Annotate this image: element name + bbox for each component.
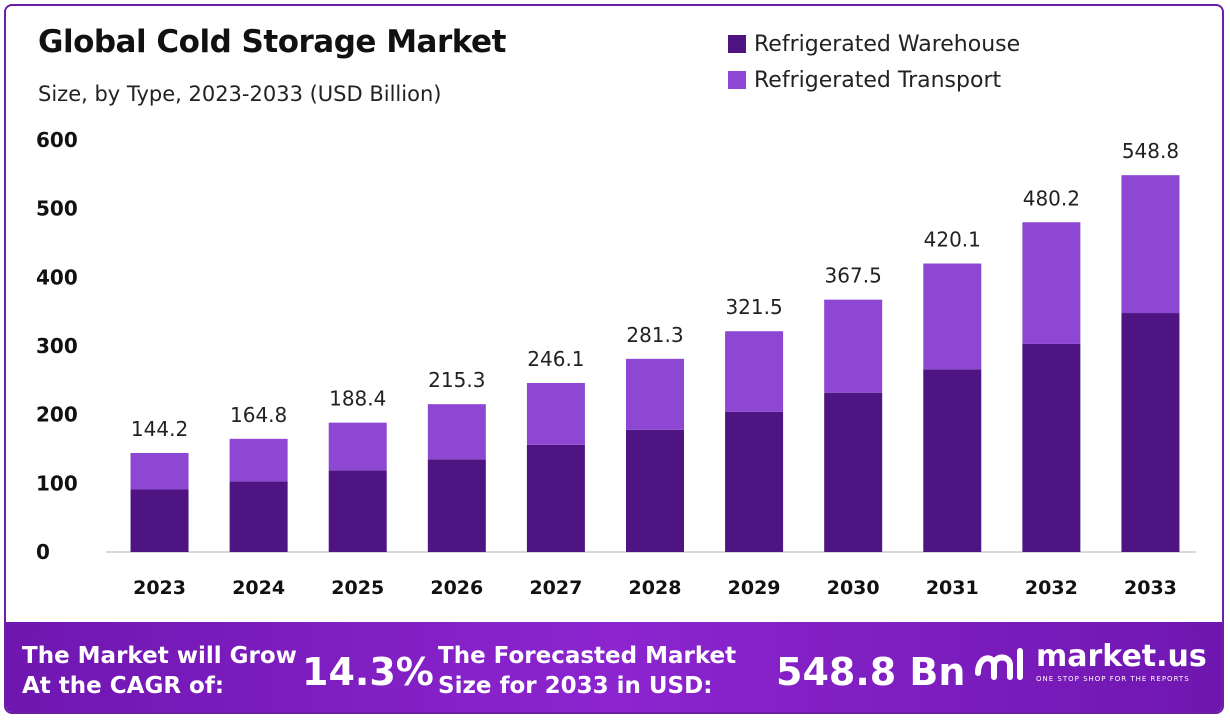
total-value-label: 321.5 bbox=[725, 295, 782, 319]
total-value-label: 188.4 bbox=[329, 387, 386, 411]
bar-transport bbox=[130, 452, 189, 490]
bar-transport bbox=[923, 263, 982, 370]
x-tick-label: 2028 bbox=[629, 577, 682, 599]
x-tick-label: 2024 bbox=[232, 577, 285, 599]
y-tick-label: 200 bbox=[36, 403, 78, 427]
bar-warehouse bbox=[328, 470, 387, 552]
bar-warehouse bbox=[923, 369, 982, 552]
market-us-logo-icon bbox=[975, 647, 1023, 680]
x-tick-label: 2027 bbox=[529, 577, 582, 599]
bar-warehouse bbox=[1121, 313, 1180, 552]
legend-item-warehouse: Refrigerated Warehouse bbox=[728, 26, 1020, 62]
x-tick-label: 2025 bbox=[331, 577, 384, 599]
total-value-label: 246.1 bbox=[527, 347, 584, 371]
bar-transport bbox=[626, 358, 684, 430]
legend-label-warehouse: Refrigerated Warehouse bbox=[754, 31, 1021, 57]
bar-warehouse bbox=[130, 489, 189, 552]
forecast-value: 548.8 Bn bbox=[776, 650, 966, 694]
bar-warehouse bbox=[626, 429, 684, 552]
bar-warehouse bbox=[526, 444, 585, 552]
total-value-label: 281.3 bbox=[626, 323, 683, 347]
forecast-label: The Forecasted Market Size for 2033 in U… bbox=[438, 641, 736, 701]
total-value-label: 215.3 bbox=[428, 368, 485, 392]
total-value-label: 548.8 bbox=[1122, 139, 1179, 163]
total-value-label: 164.8 bbox=[230, 403, 287, 427]
brand-tagline: ONE STOP SHOP FOR THE REPORTS bbox=[1036, 675, 1190, 683]
bar-transport bbox=[526, 383, 585, 445]
brand-name: market.us bbox=[1036, 639, 1207, 674]
bar-transport bbox=[1121, 175, 1180, 314]
total-value-label: 420.1 bbox=[924, 228, 981, 252]
y-tick-label: 0 bbox=[36, 540, 50, 564]
forecast-label-line1: The Forecasted Market bbox=[438, 643, 737, 669]
forecast-label-line2: Size for 2033 in USD: bbox=[438, 673, 713, 699]
x-tick-label: 2032 bbox=[1025, 577, 1078, 599]
legend-swatch-transport bbox=[728, 71, 746, 89]
y-tick-label: 600 bbox=[36, 128, 78, 152]
legend-label-transport: Refrigerated Transport bbox=[754, 67, 1002, 93]
chart-subtitle: Size, by Type, 2023-2033 (USD Billion) bbox=[38, 82, 442, 106]
legend: Refrigerated Warehouse Refrigerated Tran… bbox=[728, 26, 1020, 98]
x-tick-label: 2029 bbox=[728, 577, 781, 599]
cagr-label-line2: At the CAGR of: bbox=[22, 673, 225, 699]
x-tick-label: 2023 bbox=[133, 577, 186, 599]
bar-warehouse bbox=[427, 459, 486, 552]
x-tick-label: 2026 bbox=[430, 577, 483, 599]
y-tick-label: 100 bbox=[36, 471, 78, 495]
cagr-value: 14.3% bbox=[302, 650, 434, 694]
x-tick-label: 2033 bbox=[1124, 577, 1177, 599]
bar-transport bbox=[725, 331, 784, 412]
y-tick-label: 400 bbox=[36, 265, 78, 289]
chart-frame: Global Cold Storage Market Size, by Type… bbox=[4, 4, 1224, 714]
bar-warehouse bbox=[229, 481, 288, 552]
legend-item-transport: Refrigerated Transport bbox=[728, 62, 1020, 98]
legend-swatch-warehouse bbox=[728, 35, 746, 53]
y-tick-label: 500 bbox=[36, 197, 78, 221]
total-value-label: 367.5 bbox=[825, 264, 882, 288]
brand-logo: market.us ONE STOP SHOP FOR THE REPORTS bbox=[974, 642, 1207, 683]
cagr-label-line1: The Market will Grow bbox=[22, 643, 297, 669]
footer-banner: The Market will Grow At the CAGR of: 14.… bbox=[6, 622, 1222, 712]
bar-transport bbox=[824, 299, 883, 393]
bar-transport bbox=[328, 422, 387, 471]
bar-transport bbox=[229, 438, 288, 482]
total-value-label: 144.2 bbox=[131, 417, 188, 441]
cagr-label: The Market will Grow At the CAGR of: bbox=[22, 641, 297, 701]
x-tick-label: 2031 bbox=[926, 577, 979, 599]
x-tick-label: 2030 bbox=[827, 577, 880, 599]
bar-transport bbox=[427, 404, 486, 460]
total-value-label: 480.2 bbox=[1023, 186, 1080, 210]
bar-transport bbox=[1022, 222, 1081, 344]
bar-warehouse bbox=[725, 411, 784, 552]
bar-chart: 0 100 200 300 400 500 600 144.2 2023 164.8 2024 188… bbox=[36, 128, 1196, 599]
chart-title: Global Cold Storage Market bbox=[38, 24, 506, 60]
y-tick-label: 300 bbox=[36, 334, 78, 358]
bar-warehouse bbox=[1022, 343, 1081, 552]
bar-warehouse bbox=[824, 392, 883, 552]
